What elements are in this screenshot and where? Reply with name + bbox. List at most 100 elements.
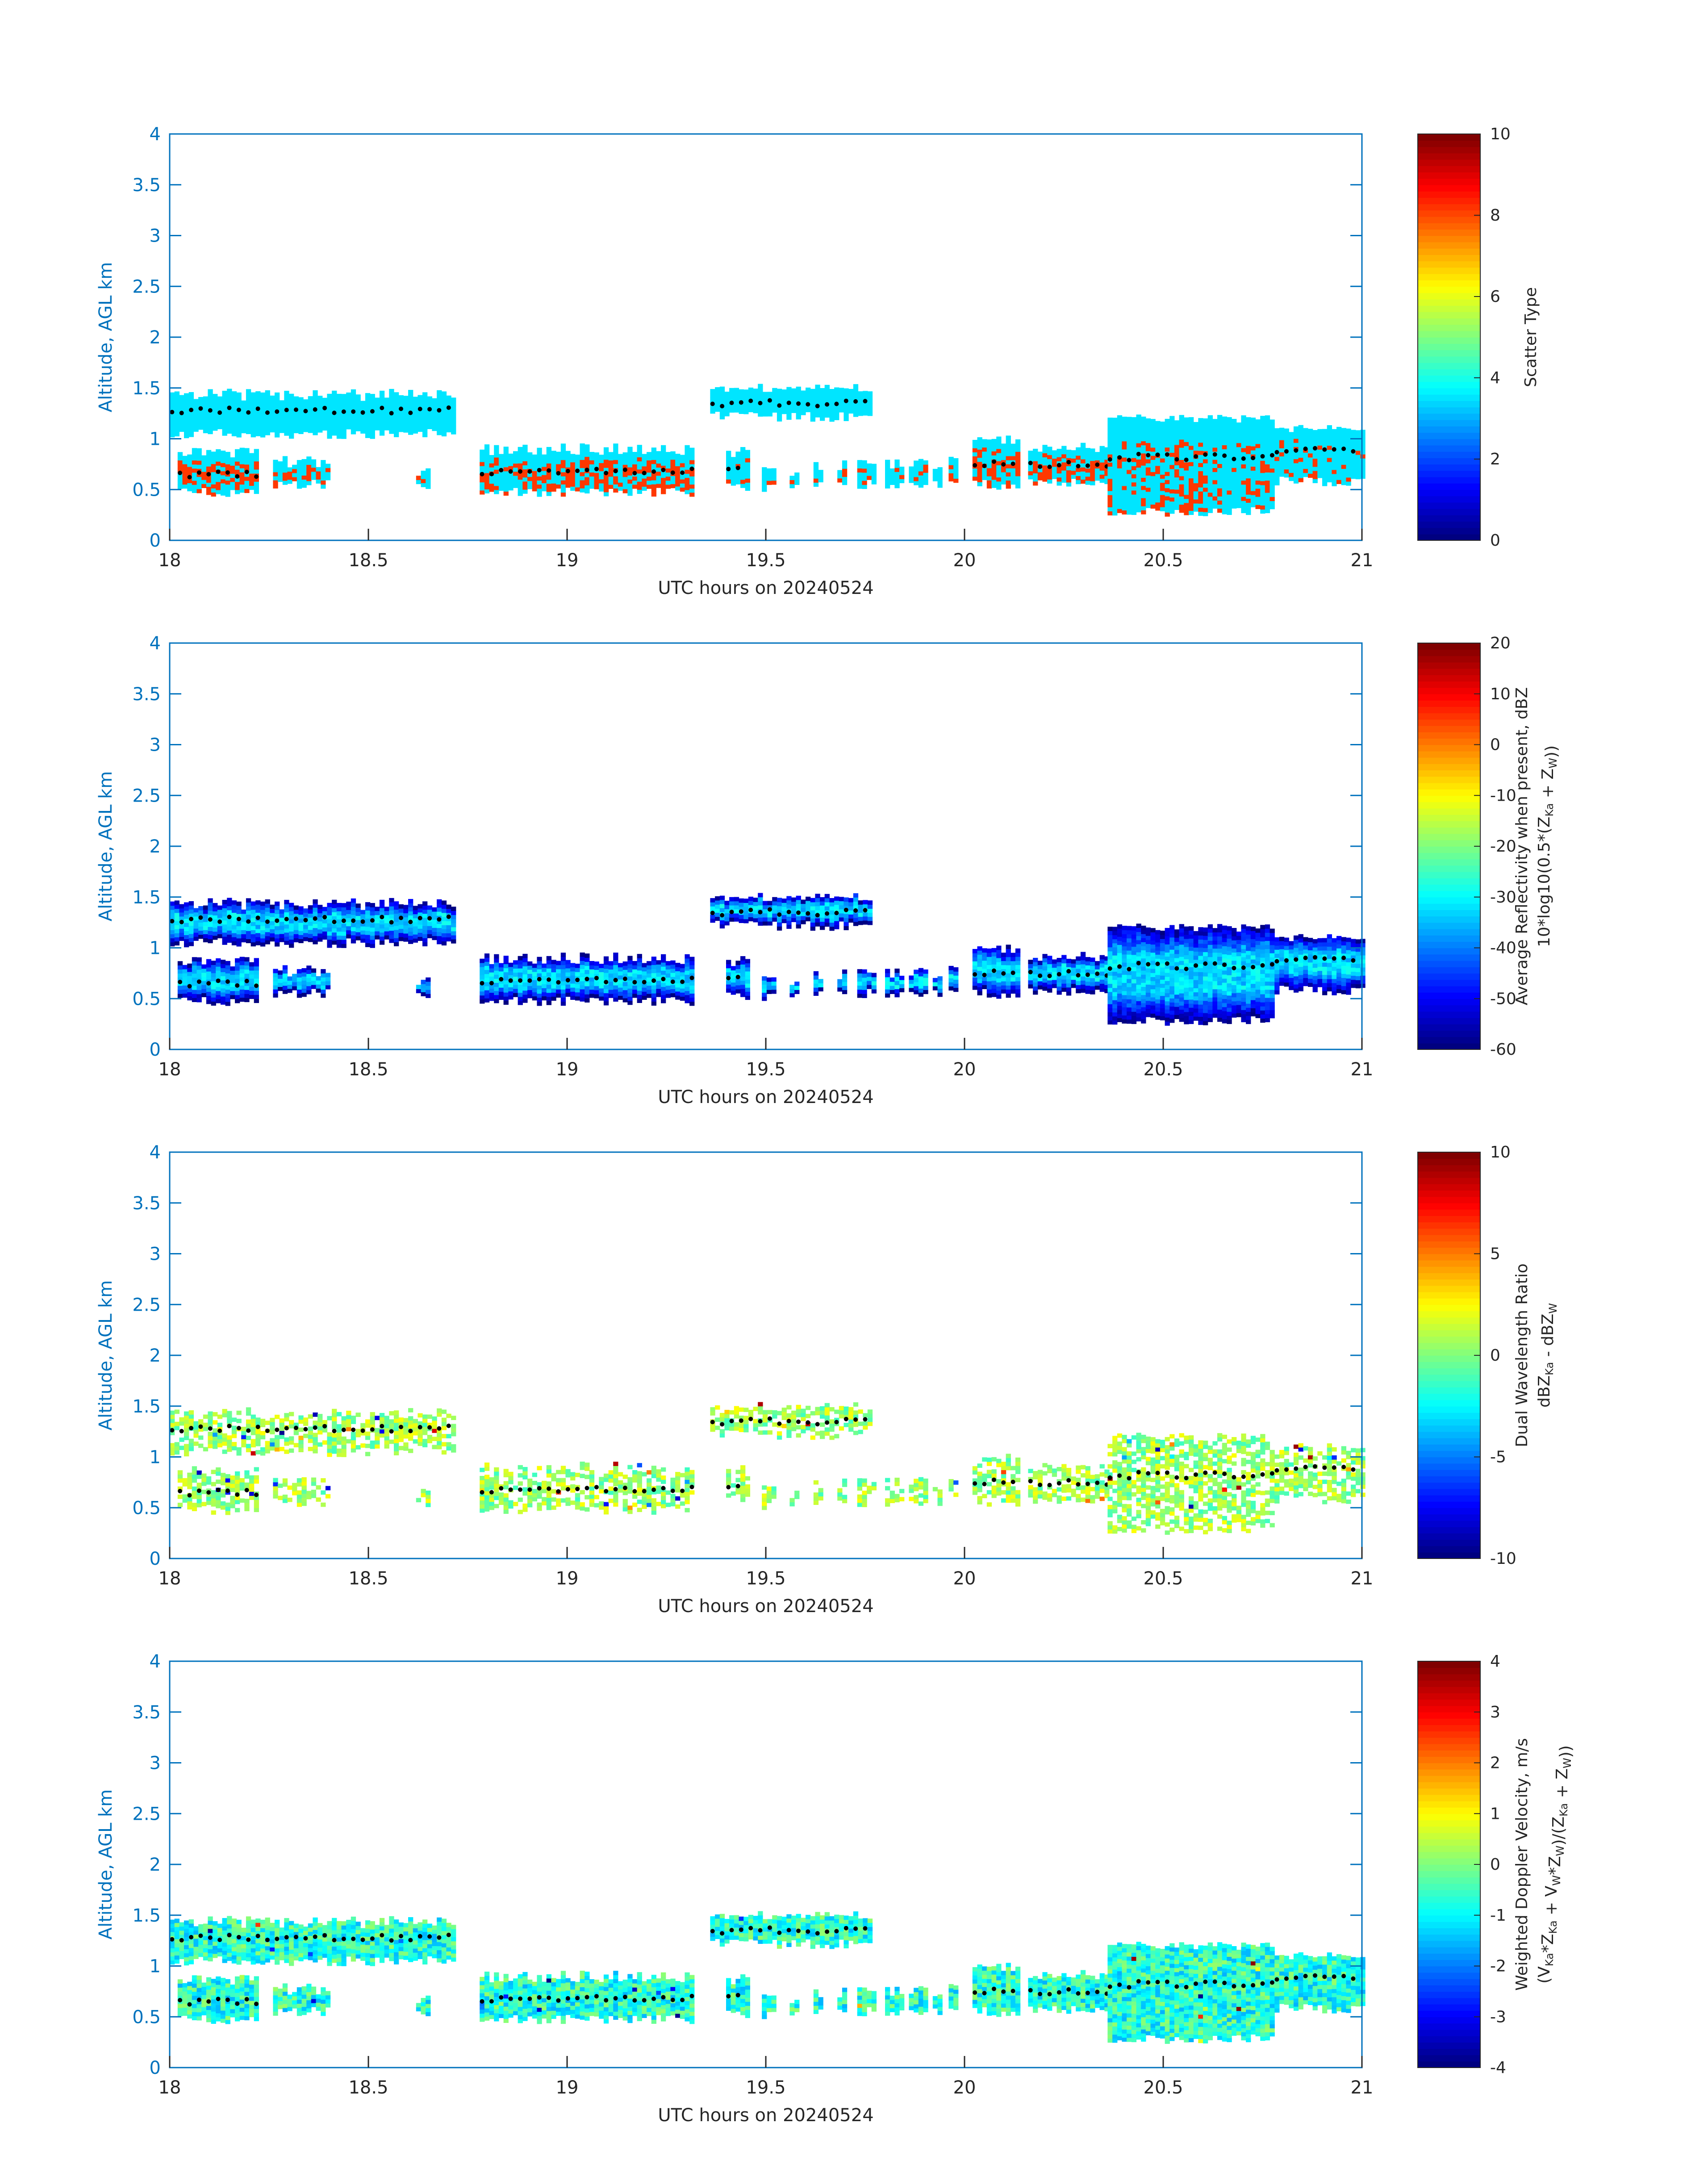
heatmap-cell xyxy=(336,943,342,948)
heatmap-cell xyxy=(301,483,307,488)
heatmap-cell xyxy=(239,957,245,961)
heatmap-cell xyxy=(1308,429,1313,433)
heatmap-cell xyxy=(1232,472,1237,476)
heatmap-cell xyxy=(1136,504,1141,509)
heatmap-cell xyxy=(379,920,385,925)
heatmap-cell xyxy=(298,426,304,430)
heatmap-cell xyxy=(758,897,763,902)
heatmap-cell xyxy=(327,414,332,418)
heatmap-cell xyxy=(622,460,628,465)
heatmap-cell xyxy=(824,894,830,898)
heatmap-cell xyxy=(618,971,623,976)
heatmap-cell xyxy=(1203,435,1208,439)
heatmap-cell xyxy=(1198,483,1203,488)
heatmap-cell xyxy=(222,928,227,933)
heatmap-cell xyxy=(862,460,867,465)
heatmap-cell xyxy=(249,990,255,995)
heatmap-cell xyxy=(937,483,943,488)
heatmap-cell xyxy=(1312,458,1318,463)
cloud-base-marker xyxy=(518,469,522,474)
heatmap-cell xyxy=(570,987,576,992)
heatmap-cell xyxy=(1155,474,1161,478)
heatmap-cell xyxy=(1141,502,1146,506)
heatmap-cell xyxy=(1015,480,1021,485)
heatmap-cell xyxy=(321,973,326,978)
heatmap-cell xyxy=(820,897,825,902)
heatmap-cell xyxy=(1246,441,1251,446)
heatmap-cell xyxy=(275,906,280,910)
heatmap-cell xyxy=(1001,468,1006,472)
heatmap-cell xyxy=(278,974,283,979)
heatmap-cell xyxy=(1212,427,1218,432)
heatmap-cell xyxy=(426,981,431,986)
heatmap-cell xyxy=(332,899,337,904)
heatmap-cell xyxy=(986,451,992,456)
heatmap-cell xyxy=(216,449,221,454)
heatmap-cell xyxy=(355,932,361,936)
heatmap-cell xyxy=(375,418,380,422)
heatmap-cell xyxy=(188,424,194,429)
heatmap-cell xyxy=(403,909,409,914)
heatmap-cell xyxy=(327,430,332,435)
heatmap-cell xyxy=(217,400,223,405)
heatmap-cell xyxy=(179,403,184,408)
heatmap-cell xyxy=(537,451,542,456)
colorbar-swatch xyxy=(1418,166,1480,173)
heatmap-cell xyxy=(1255,443,1261,448)
heatmap-cell xyxy=(279,404,284,409)
heatmap-cell xyxy=(542,462,547,467)
heatmap-cell xyxy=(484,485,490,489)
heatmap-cell xyxy=(249,465,255,470)
heatmap-cell xyxy=(518,996,523,1001)
heatmap-cell xyxy=(1222,445,1227,450)
heatmap-cell xyxy=(806,392,811,396)
colorbar-swatch xyxy=(1418,153,1480,160)
heatmap-cell xyxy=(670,993,676,998)
heatmap-cell xyxy=(254,994,259,999)
heatmap-cell xyxy=(685,970,690,975)
heatmap-cell xyxy=(422,425,428,429)
heatmap-cell xyxy=(1298,449,1303,454)
heatmap-cell xyxy=(192,472,197,477)
heatmap-cell xyxy=(1232,419,1237,423)
heatmap-cell xyxy=(740,993,746,997)
heatmap-cell xyxy=(885,476,890,481)
heatmap-cell xyxy=(225,973,230,978)
heatmap-cell xyxy=(403,937,409,942)
heatmap-cell xyxy=(398,932,404,937)
heatmap-cell xyxy=(289,422,294,427)
heatmap-cell xyxy=(758,404,763,409)
heatmap-cell xyxy=(762,976,767,981)
heatmap-cell xyxy=(292,464,297,469)
heatmap-cell xyxy=(196,485,202,489)
heatmap-cell xyxy=(1011,464,1016,468)
heatmap-cell xyxy=(513,972,518,977)
heatmap-cell xyxy=(321,985,326,990)
heatmap-cell xyxy=(710,918,715,923)
colorbar-swatch xyxy=(1418,407,1480,414)
heatmap-cell xyxy=(351,401,356,406)
heatmap-cell xyxy=(570,971,576,976)
heatmap-cell xyxy=(824,898,830,903)
heatmap-cell xyxy=(1227,474,1232,479)
heatmap-cell xyxy=(551,960,556,965)
heatmap-cell xyxy=(1127,425,1132,430)
heatmap-cell xyxy=(289,393,294,398)
heatmap-cell xyxy=(1094,468,1100,473)
heatmap-cell xyxy=(1193,499,1199,504)
heatmap-cell xyxy=(743,401,749,406)
heatmap-cell xyxy=(719,916,725,920)
heatmap-cell xyxy=(1165,443,1170,448)
heatmap-cell xyxy=(306,456,312,461)
heatmap-cell xyxy=(889,468,895,473)
heatmap-cell xyxy=(254,457,259,462)
heatmap-cell xyxy=(508,457,514,462)
heatmap-cell xyxy=(522,461,528,465)
heatmap-cell xyxy=(1260,481,1265,485)
heatmap-cell xyxy=(796,899,801,904)
heatmap-cell xyxy=(293,934,299,938)
heatmap-cell xyxy=(188,901,194,906)
heatmap-cell xyxy=(953,462,959,467)
heatmap-cell xyxy=(480,995,485,1000)
heatmap-cell xyxy=(1246,437,1251,442)
